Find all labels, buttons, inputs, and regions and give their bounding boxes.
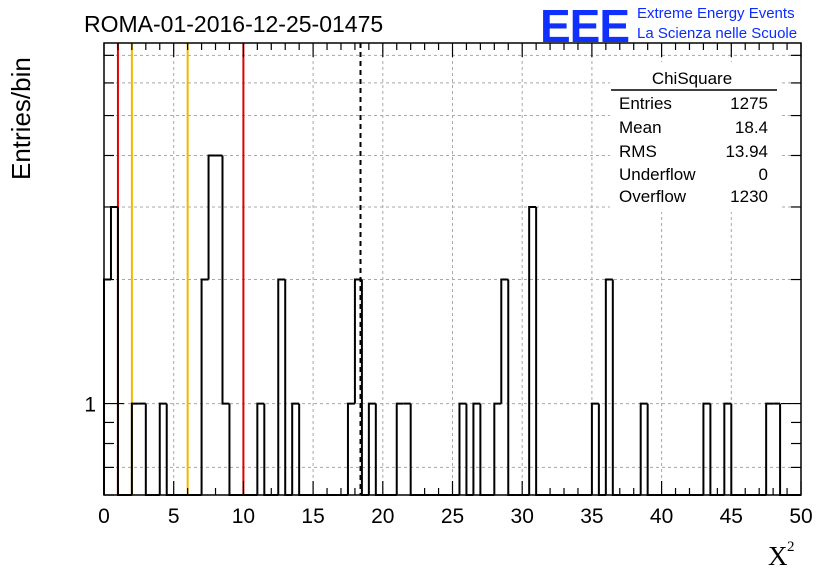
histogram-bin xyxy=(109,205,118,280)
x-tick-labels: 0 5 10 15 20 25 30 35 40 45 50 xyxy=(98,505,813,528)
x-tick-label: 45 xyxy=(720,505,743,528)
stats-rms-label: RMS xyxy=(619,142,657,161)
histogram-bin xyxy=(207,154,216,280)
histogram-bin xyxy=(346,402,355,495)
histogram-bin xyxy=(395,402,404,495)
stats-underflow-label: Underflow xyxy=(619,165,696,184)
histogram-bin xyxy=(528,205,537,495)
histogram-bin xyxy=(604,278,613,495)
histogram-bin xyxy=(765,402,774,495)
stats-mean-value: 18.4 xyxy=(735,118,768,137)
histogram-bin xyxy=(479,403,488,496)
histogram-bin xyxy=(639,402,648,495)
histogram-bin xyxy=(507,279,516,496)
x-tick-label: 50 xyxy=(789,505,812,528)
logo-line2: La Scienza nelle Scuole xyxy=(637,25,797,42)
y-tick-labels: 1 xyxy=(84,394,96,417)
x-tick-label: 20 xyxy=(371,505,394,528)
histogram-bin xyxy=(284,279,293,496)
histogram-bin xyxy=(353,278,362,404)
histogram-bin xyxy=(646,403,655,496)
stats-mean-label: Mean xyxy=(619,118,662,137)
histogram-bin xyxy=(144,403,153,496)
histogram-bin xyxy=(597,403,606,496)
x-tick-label: 25 xyxy=(441,505,464,528)
histogram-bin xyxy=(103,278,111,495)
histogram-bin xyxy=(291,402,300,495)
histogram-bin xyxy=(458,402,467,495)
histogram-bin xyxy=(590,402,599,495)
x-tick-label: 10 xyxy=(232,505,255,528)
logo-line1: Extreme Energy Events xyxy=(637,5,795,22)
x-tick-label: 30 xyxy=(511,505,534,528)
histogram-bin xyxy=(702,402,711,495)
eee-logo: EEE Extreme Energy Events La Scienza nel… xyxy=(540,0,797,52)
histogram-bin xyxy=(277,278,286,495)
x-axis-label-superscript: 2 xyxy=(787,539,795,555)
plot-frame xyxy=(103,42,802,496)
histogram-bin xyxy=(723,402,732,495)
histogram-bin xyxy=(165,403,174,496)
histogram-bin xyxy=(611,279,620,496)
histogram-bin xyxy=(779,403,788,496)
histogram-bin xyxy=(535,206,544,496)
x-tick-label: 35 xyxy=(580,505,603,528)
stats-entries-label: Entries xyxy=(619,94,672,113)
x-axis-label: X 2 xyxy=(768,539,795,571)
stats-title: ChiSquare xyxy=(652,69,732,88)
logo-mark: EEE xyxy=(540,0,629,52)
histogram-bin xyxy=(130,402,139,495)
histogram-bin xyxy=(360,279,369,496)
histogram-bin xyxy=(200,278,209,495)
x-tick-label: 40 xyxy=(650,505,673,528)
histogram-bin xyxy=(500,278,509,404)
histogram-bin xyxy=(263,403,272,496)
histogram-bin xyxy=(367,402,376,495)
y-axis-label: Entries/bin xyxy=(6,57,36,180)
histogram-bin xyxy=(256,402,265,495)
histogram-bin xyxy=(116,206,125,496)
histogram-bin xyxy=(221,155,230,405)
histogram-bin xyxy=(472,402,481,495)
reference-lines xyxy=(116,43,362,495)
x-tick-label: 5 xyxy=(168,505,180,528)
histogram-bin xyxy=(709,403,718,496)
histogram-bin xyxy=(730,403,739,496)
histogram-bin xyxy=(298,403,307,496)
histogram-bin xyxy=(158,402,167,495)
stats-box: ChiSquare Entries 1275 Mean 18.4 RMS 13.… xyxy=(610,62,780,212)
stats-overflow-value: 1230 xyxy=(730,187,768,206)
stats-entries-value: 1275 xyxy=(730,94,768,113)
stats-overflow-label: Overflow xyxy=(619,187,687,206)
x-tick-label: 0 xyxy=(98,505,110,528)
histogram-bin xyxy=(374,403,383,496)
x-tick-label: 15 xyxy=(301,505,324,528)
chart-title: ROMA-01-2016-12-25-01475 xyxy=(84,11,383,37)
y-tick-label: 1 xyxy=(84,394,96,417)
histogram-bin xyxy=(409,403,418,496)
stats-rms-value: 13.94 xyxy=(725,142,768,161)
stats-underflow-value: 0 xyxy=(759,165,768,184)
stats-box-background xyxy=(610,62,780,212)
histogram-bin xyxy=(465,403,474,496)
histogram-bin xyxy=(228,403,237,496)
x-axis-label-base: X xyxy=(768,541,788,571)
histogram-bin xyxy=(493,402,502,495)
